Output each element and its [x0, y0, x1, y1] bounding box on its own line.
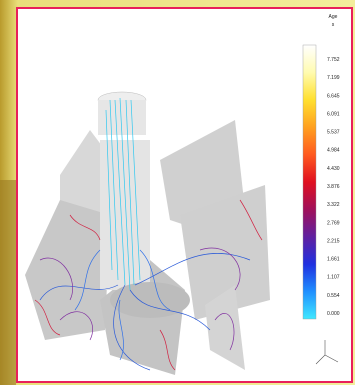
legend-label: 4.984 [327, 148, 340, 154]
side-stripe [0, 180, 16, 385]
screenshot: Age s 7.7527.1996.6456.0915.5374.9844.43… [0, 0, 355, 385]
legend-label: 0.554 [327, 293, 340, 299]
legend-label: 1.107 [327, 275, 340, 281]
legend-label: 7.752 [327, 57, 340, 63]
legend-title: Age [329, 14, 338, 20]
legend-labels: 7.752 7.199 6.645 6.091 5.537 4.984 4.430 3.876… [327, 57, 340, 317]
legend-label: 4.430 [327, 166, 340, 172]
colorbar [303, 45, 316, 319]
legend-label: 3.876 [327, 184, 340, 190]
legend-label: 7.199 [327, 75, 340, 81]
legend-label: 2.215 [327, 238, 340, 244]
legend-label: 6.091 [327, 111, 340, 117]
legend-label: 3.322 [327, 202, 340, 208]
legend-label: 5.537 [327, 130, 340, 136]
legend-label: 6.645 [327, 93, 340, 99]
legend-label: 1.661 [327, 257, 340, 263]
legend-label: 0.000 [327, 311, 340, 317]
legend-label: 2.769 [327, 220, 340, 226]
